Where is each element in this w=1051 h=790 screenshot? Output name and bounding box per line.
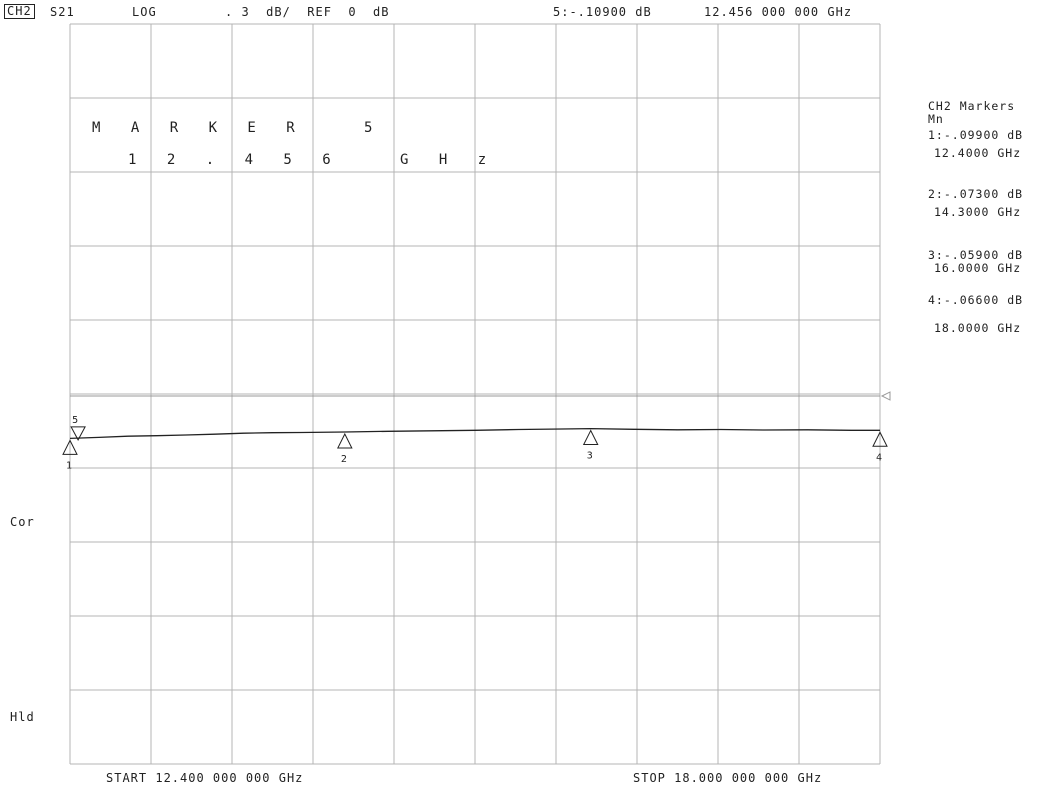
marker-2-triangle: [337, 432, 353, 449]
marker-3-frequency: 16.0000 GHz: [934, 261, 1022, 275]
reference-level-pointer: [880, 391, 891, 401]
marker-annotation-title: M A R K E R 5: [92, 120, 384, 136]
plot-grid: [69, 23, 881, 765]
marker-3-triangle: [582, 429, 599, 446]
correction-indicator: Cor: [10, 515, 35, 529]
marker-3-value: 3:-.05900 dB: [928, 248, 1024, 262]
marker-4-label: 4: [876, 452, 882, 463]
marker-2-label: 2: [341, 454, 347, 465]
channel-badge: CH2: [4, 4, 35, 19]
marker-3-label: 3: [587, 451, 593, 462]
marker-2-frequency: 14.3000 GHz: [934, 205, 1022, 219]
marker-4-frequency: 18.0000 GHz: [934, 321, 1022, 335]
marker-1-frequency: 12.4000 GHz: [934, 146, 1022, 160]
marker-5-label: 5: [72, 415, 78, 426]
marker-1-triangle: [62, 439, 78, 455]
marker-layer: 1 2 3 4 5: [62, 415, 888, 471]
marker-1-value: 1:-.09900 dB: [928, 128, 1024, 142]
active-marker-readout: 5:-.10900 dB: [553, 5, 652, 19]
marker-panel-title: CH2 Markers: [928, 99, 1016, 113]
start-frequency: START 12.400 000 000 GHz: [106, 771, 304, 785]
marker-1-label: 1: [66, 460, 72, 471]
marker-5-triangle: [70, 426, 86, 441]
marker-4-triangle: [872, 431, 888, 447]
parameter-label: S21: [50, 5, 75, 19]
scale-label: . 3 dB/ REF 0 dB: [225, 5, 390, 19]
trace-layer: [69, 427, 880, 440]
hold-indicator: Hld: [10, 710, 35, 724]
format-label: LOG: [132, 5, 157, 19]
trace-line: [69, 427, 880, 440]
active-marker-frequency: 12.456 000 000 GHz: [704, 5, 853, 19]
marker-annotation-frequency: 1 2 . 4 5 6 G H z: [128, 152, 498, 168]
marker-panel-mode: Mn: [928, 112, 944, 126]
stop-frequency: STOP 18.000 000 000 GHz: [633, 771, 823, 785]
marker-2-value: 2:-.07300 dB: [928, 187, 1024, 201]
marker-4-value: 4:-.06600 dB: [928, 293, 1024, 307]
